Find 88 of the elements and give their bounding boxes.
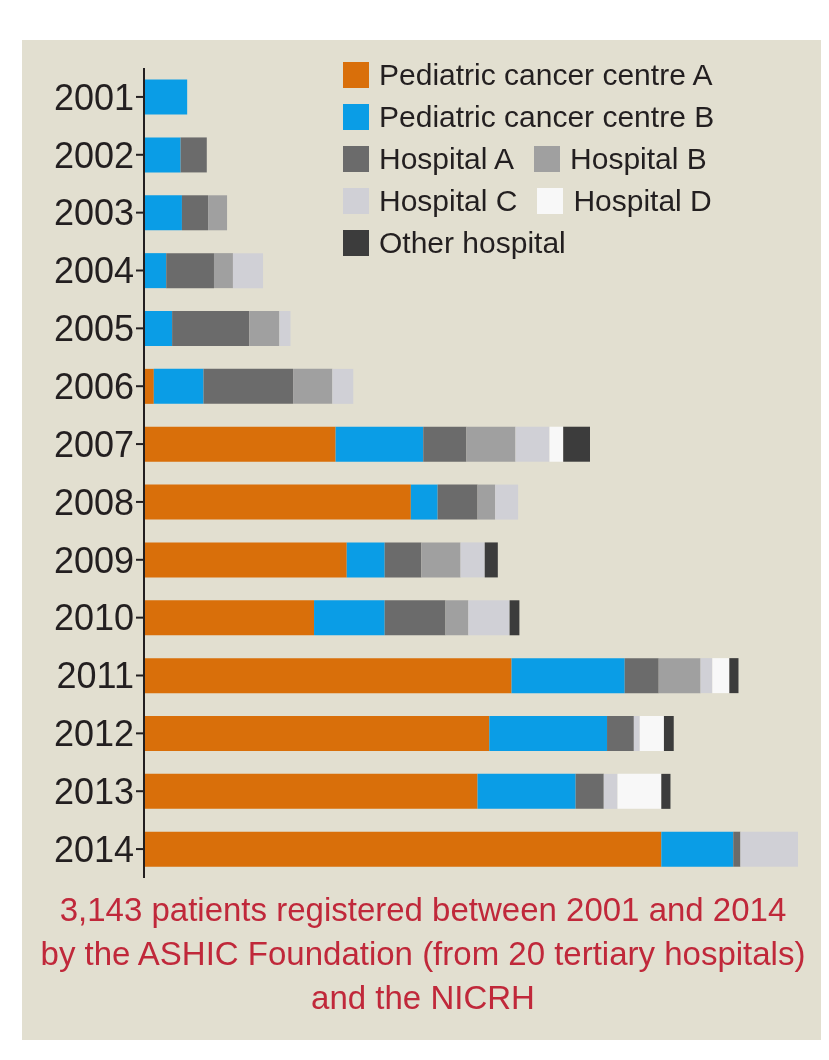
y-tick-label: 2011 xyxy=(56,655,134,697)
bar xyxy=(509,600,520,636)
bar xyxy=(460,542,485,578)
bar xyxy=(617,773,662,809)
bar xyxy=(180,137,207,173)
bar xyxy=(346,542,385,578)
bar xyxy=(661,831,734,867)
bar xyxy=(639,716,664,751)
bar xyxy=(423,426,467,462)
bar xyxy=(144,484,411,520)
bar xyxy=(144,426,336,462)
bar xyxy=(144,831,662,867)
bar xyxy=(279,311,291,346)
legend-label: Hospital B xyxy=(570,142,707,176)
bar xyxy=(468,600,510,636)
y-tick-label: 2002 xyxy=(53,134,134,176)
bar xyxy=(466,426,516,462)
bar xyxy=(208,195,228,231)
bar xyxy=(144,311,173,346)
y-tick-label: 2004 xyxy=(53,250,134,292)
bar xyxy=(249,311,280,346)
y-tick-label: 2003 xyxy=(53,192,134,234)
y-tick-label: 2014 xyxy=(53,828,134,870)
y-tick-label: 2001 xyxy=(53,76,134,118)
bar xyxy=(700,658,713,694)
bar xyxy=(144,368,154,404)
bar xyxy=(144,79,188,115)
bar xyxy=(658,658,701,694)
bar xyxy=(410,484,438,520)
legend-label: Other hospital xyxy=(379,226,566,260)
bar xyxy=(314,600,385,636)
text: 3,143 patients registered between 2001 and 2014 by the ASHIC Foundation (from 20 tertiary hospitals) and the NICRH xyxy=(39,890,807,1018)
y-tick-label: 2009 xyxy=(53,539,134,581)
legend-label: Hospital A xyxy=(379,142,515,176)
bar xyxy=(563,426,591,462)
bar xyxy=(549,426,564,462)
bar xyxy=(332,368,354,404)
bar xyxy=(437,484,478,520)
bar xyxy=(384,542,422,578)
bar xyxy=(607,716,634,751)
bar xyxy=(511,658,625,694)
bar xyxy=(144,773,478,809)
bar xyxy=(603,773,618,809)
bar xyxy=(203,368,294,404)
bar xyxy=(144,137,181,173)
bar xyxy=(484,542,498,578)
bar xyxy=(335,426,424,462)
bar xyxy=(144,600,315,636)
bar xyxy=(213,253,233,289)
bar xyxy=(232,253,264,289)
y-tick-label: 2012 xyxy=(53,713,134,755)
bar xyxy=(495,484,519,520)
bar xyxy=(575,773,604,809)
legend-label: Pediatric cancer centre A xyxy=(379,58,713,92)
y-tick-label: 2010 xyxy=(53,597,134,639)
bar xyxy=(384,600,446,636)
bar xyxy=(477,484,496,520)
bar xyxy=(733,831,741,867)
y-tick-label: 2007 xyxy=(53,423,134,465)
bar xyxy=(445,600,469,636)
bar xyxy=(144,253,167,289)
bar xyxy=(144,716,490,751)
bar xyxy=(624,658,659,694)
bar xyxy=(144,658,512,694)
bar xyxy=(421,542,461,578)
bar xyxy=(153,368,204,404)
y-tick-label: 2013 xyxy=(53,770,134,812)
bar xyxy=(515,426,550,462)
bar xyxy=(166,253,214,289)
bar xyxy=(477,773,576,809)
legend-label: Pediatric cancer centre B xyxy=(379,100,715,134)
y-tick-label: 2006 xyxy=(53,365,134,407)
bar xyxy=(712,658,730,694)
bar xyxy=(661,773,671,809)
bar xyxy=(740,831,798,867)
bar xyxy=(293,368,333,404)
y-tick-label: 2008 xyxy=(53,481,134,523)
legend-label: Hospital C xyxy=(379,184,518,218)
bar xyxy=(663,716,674,751)
bar xyxy=(144,542,347,578)
y-tick-label: 2005 xyxy=(53,308,134,350)
bar xyxy=(729,658,739,694)
bar xyxy=(172,311,250,346)
bar xyxy=(181,195,209,231)
bar xyxy=(489,716,608,751)
bar xyxy=(633,716,640,751)
legend-label: Hospital D xyxy=(573,184,712,218)
bar xyxy=(144,195,182,231)
